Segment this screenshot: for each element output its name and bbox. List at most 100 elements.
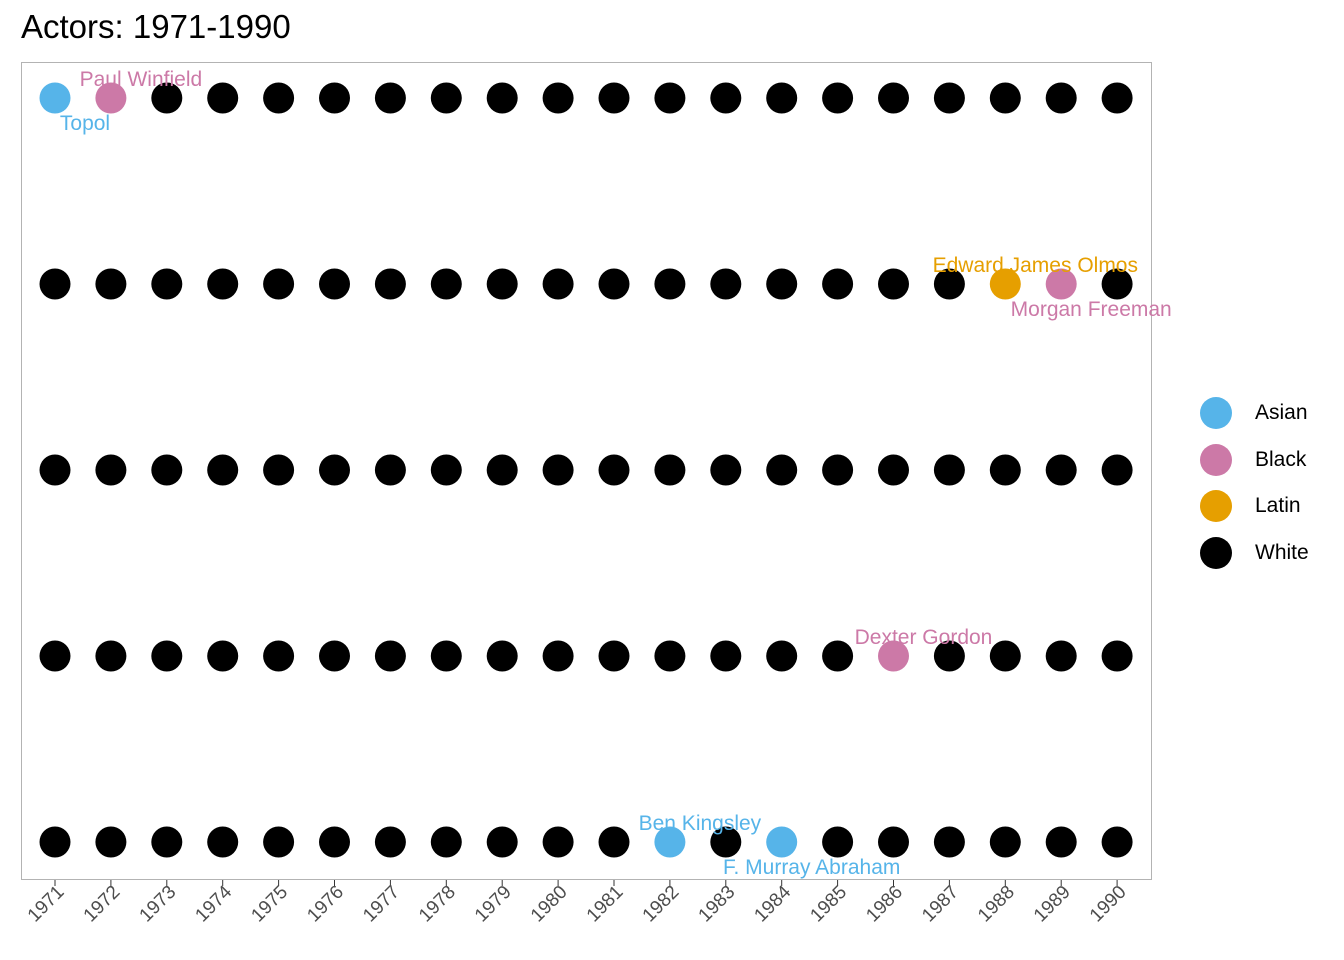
- legend-label: Latin: [1255, 494, 1301, 518]
- point-1986-row3: [878, 454, 909, 486]
- x-tick-label-1974: 1974: [191, 881, 236, 926]
- legend-swatch: [1200, 536, 1232, 569]
- x-tick-label-1972: 1972: [80, 882, 125, 927]
- x-tick-label-1980: 1980: [527, 882, 572, 927]
- point-1976-row2: [319, 640, 350, 672]
- point-1977-row1: [374, 826, 406, 858]
- panel-border: [21, 62, 1152, 880]
- x-tick-label-1986: 1986: [862, 882, 907, 927]
- x-tick-label-1981: 1981: [583, 882, 628, 927]
- point-1975-row2: [263, 640, 295, 672]
- point-1988-row2: [989, 640, 1021, 672]
- point-1987-row4: [933, 268, 965, 300]
- point-1981-row3: [598, 454, 630, 486]
- point-1988-row3: [989, 454, 1021, 486]
- point-1985-row3: [822, 454, 854, 486]
- point-1982-row4: [654, 268, 686, 300]
- x-tick-label-1978: 1978: [415, 882, 460, 927]
- point-1983-row5: [710, 82, 742, 114]
- point-1984-row1: [766, 826, 798, 858]
- point-1979-row5: [486, 82, 518, 114]
- legend-item-white: White: [1200, 530, 1309, 577]
- point-1989-row1: [1045, 826, 1077, 858]
- labels-layer: Topol Paul Winfield Edward James Olmos Morg…: [60, 68, 1172, 879]
- point-1974-row2: [207, 640, 239, 672]
- legend-item-black: Black: [1200, 437, 1309, 484]
- point-1978-row2: [430, 640, 462, 672]
- point-1971-row1: [39, 826, 71, 858]
- point-1974-row3: [207, 454, 239, 486]
- point-1974-row4: [207, 268, 239, 300]
- point-1987-row5: [933, 82, 965, 114]
- point-1972-row1: [95, 826, 127, 858]
- point-1983-row3: [710, 454, 742, 486]
- point-1986-row2: [878, 640, 909, 672]
- point-1973-row5: [151, 82, 183, 114]
- point-1989-row3: [1045, 454, 1077, 486]
- point-1975-row3: [263, 454, 295, 486]
- point-1978-row3: [430, 454, 462, 486]
- point-1972-row4: [95, 268, 127, 300]
- x-tick-label-1977: 1977: [359, 882, 404, 927]
- x-tick-label-1989: 1989: [1030, 882, 1075, 927]
- point-1977-row4: [374, 268, 406, 300]
- point-1982-row3: [654, 454, 686, 486]
- legend-item-latin: Latin: [1200, 483, 1309, 530]
- point-1980-row3: [542, 454, 574, 486]
- point-1984-row3: [766, 454, 798, 486]
- x-tick-label-1987: 1987: [918, 882, 963, 927]
- point-1973-row3: [151, 454, 183, 486]
- x-tick-label-1990: 1990: [1086, 882, 1131, 927]
- point-1973-row1: [151, 826, 183, 858]
- point-1979-row3: [486, 454, 518, 486]
- point-1988-row5: [989, 82, 1021, 114]
- point-1989-row4: [1045, 268, 1077, 300]
- point-1978-row4: [430, 268, 462, 300]
- point-1985-row2: [822, 640, 854, 672]
- x-tick-label-1973: 1973: [136, 882, 181, 927]
- point-1987-row1: [933, 826, 965, 858]
- point-1984-row4: [766, 268, 798, 300]
- point-label-1: Paul Winfield: [80, 68, 203, 91]
- point-1977-row3: [374, 454, 406, 486]
- point-1974-row5: [207, 82, 239, 114]
- point-1973-row4: [151, 268, 183, 300]
- point-1978-row5: [430, 82, 462, 114]
- point-1985-row1: [822, 826, 854, 858]
- point-1983-row1: [710, 826, 742, 858]
- point-1988-row4: [989, 268, 1021, 300]
- legend-swatch: [1200, 397, 1232, 430]
- point-1971-row4: [39, 268, 71, 300]
- point-1975-row5: [263, 82, 295, 114]
- point-label-3: Morgan Freeman: [1011, 298, 1172, 321]
- point-1976-row3: [319, 454, 350, 486]
- legend: Asian Black Latin White: [1200, 390, 1309, 576]
- point-1982-row1: [654, 826, 686, 858]
- point-1971-row5: [39, 82, 71, 114]
- point-1980-row1: [542, 826, 574, 858]
- point-1977-row2: [374, 640, 406, 672]
- legend-label: White: [1255, 540, 1309, 564]
- point-1986-row1: [878, 826, 909, 858]
- point-1985-row4: [822, 268, 854, 300]
- x-tick-label-1971: 1971: [24, 882, 69, 927]
- point-1980-row5: [542, 82, 574, 114]
- points-layer: [39, 82, 1133, 858]
- point-1982-row5: [654, 82, 686, 114]
- point-1979-row2: [486, 640, 518, 672]
- x-axis: 1971 1972 1973 1974 1975 1976 1977 1978 1979 1980…: [24, 880, 1131, 926]
- point-label-4: Dexter Gordon: [855, 626, 993, 649]
- point-1979-row4: [486, 268, 518, 300]
- point-1976-row1: [319, 826, 350, 858]
- point-1971-row3: [39, 454, 71, 486]
- point-1979-row1: [486, 826, 518, 858]
- point-1974-row1: [207, 826, 239, 858]
- x-tick-label-1983: 1983: [695, 882, 740, 927]
- point-1981-row4: [598, 268, 630, 300]
- legend-swatch: [1200, 490, 1232, 523]
- x-tick-label-1979: 1979: [471, 882, 516, 927]
- point-1989-row5: [1045, 82, 1077, 114]
- point-1975-row4: [263, 268, 295, 300]
- point-1986-row4: [878, 268, 909, 300]
